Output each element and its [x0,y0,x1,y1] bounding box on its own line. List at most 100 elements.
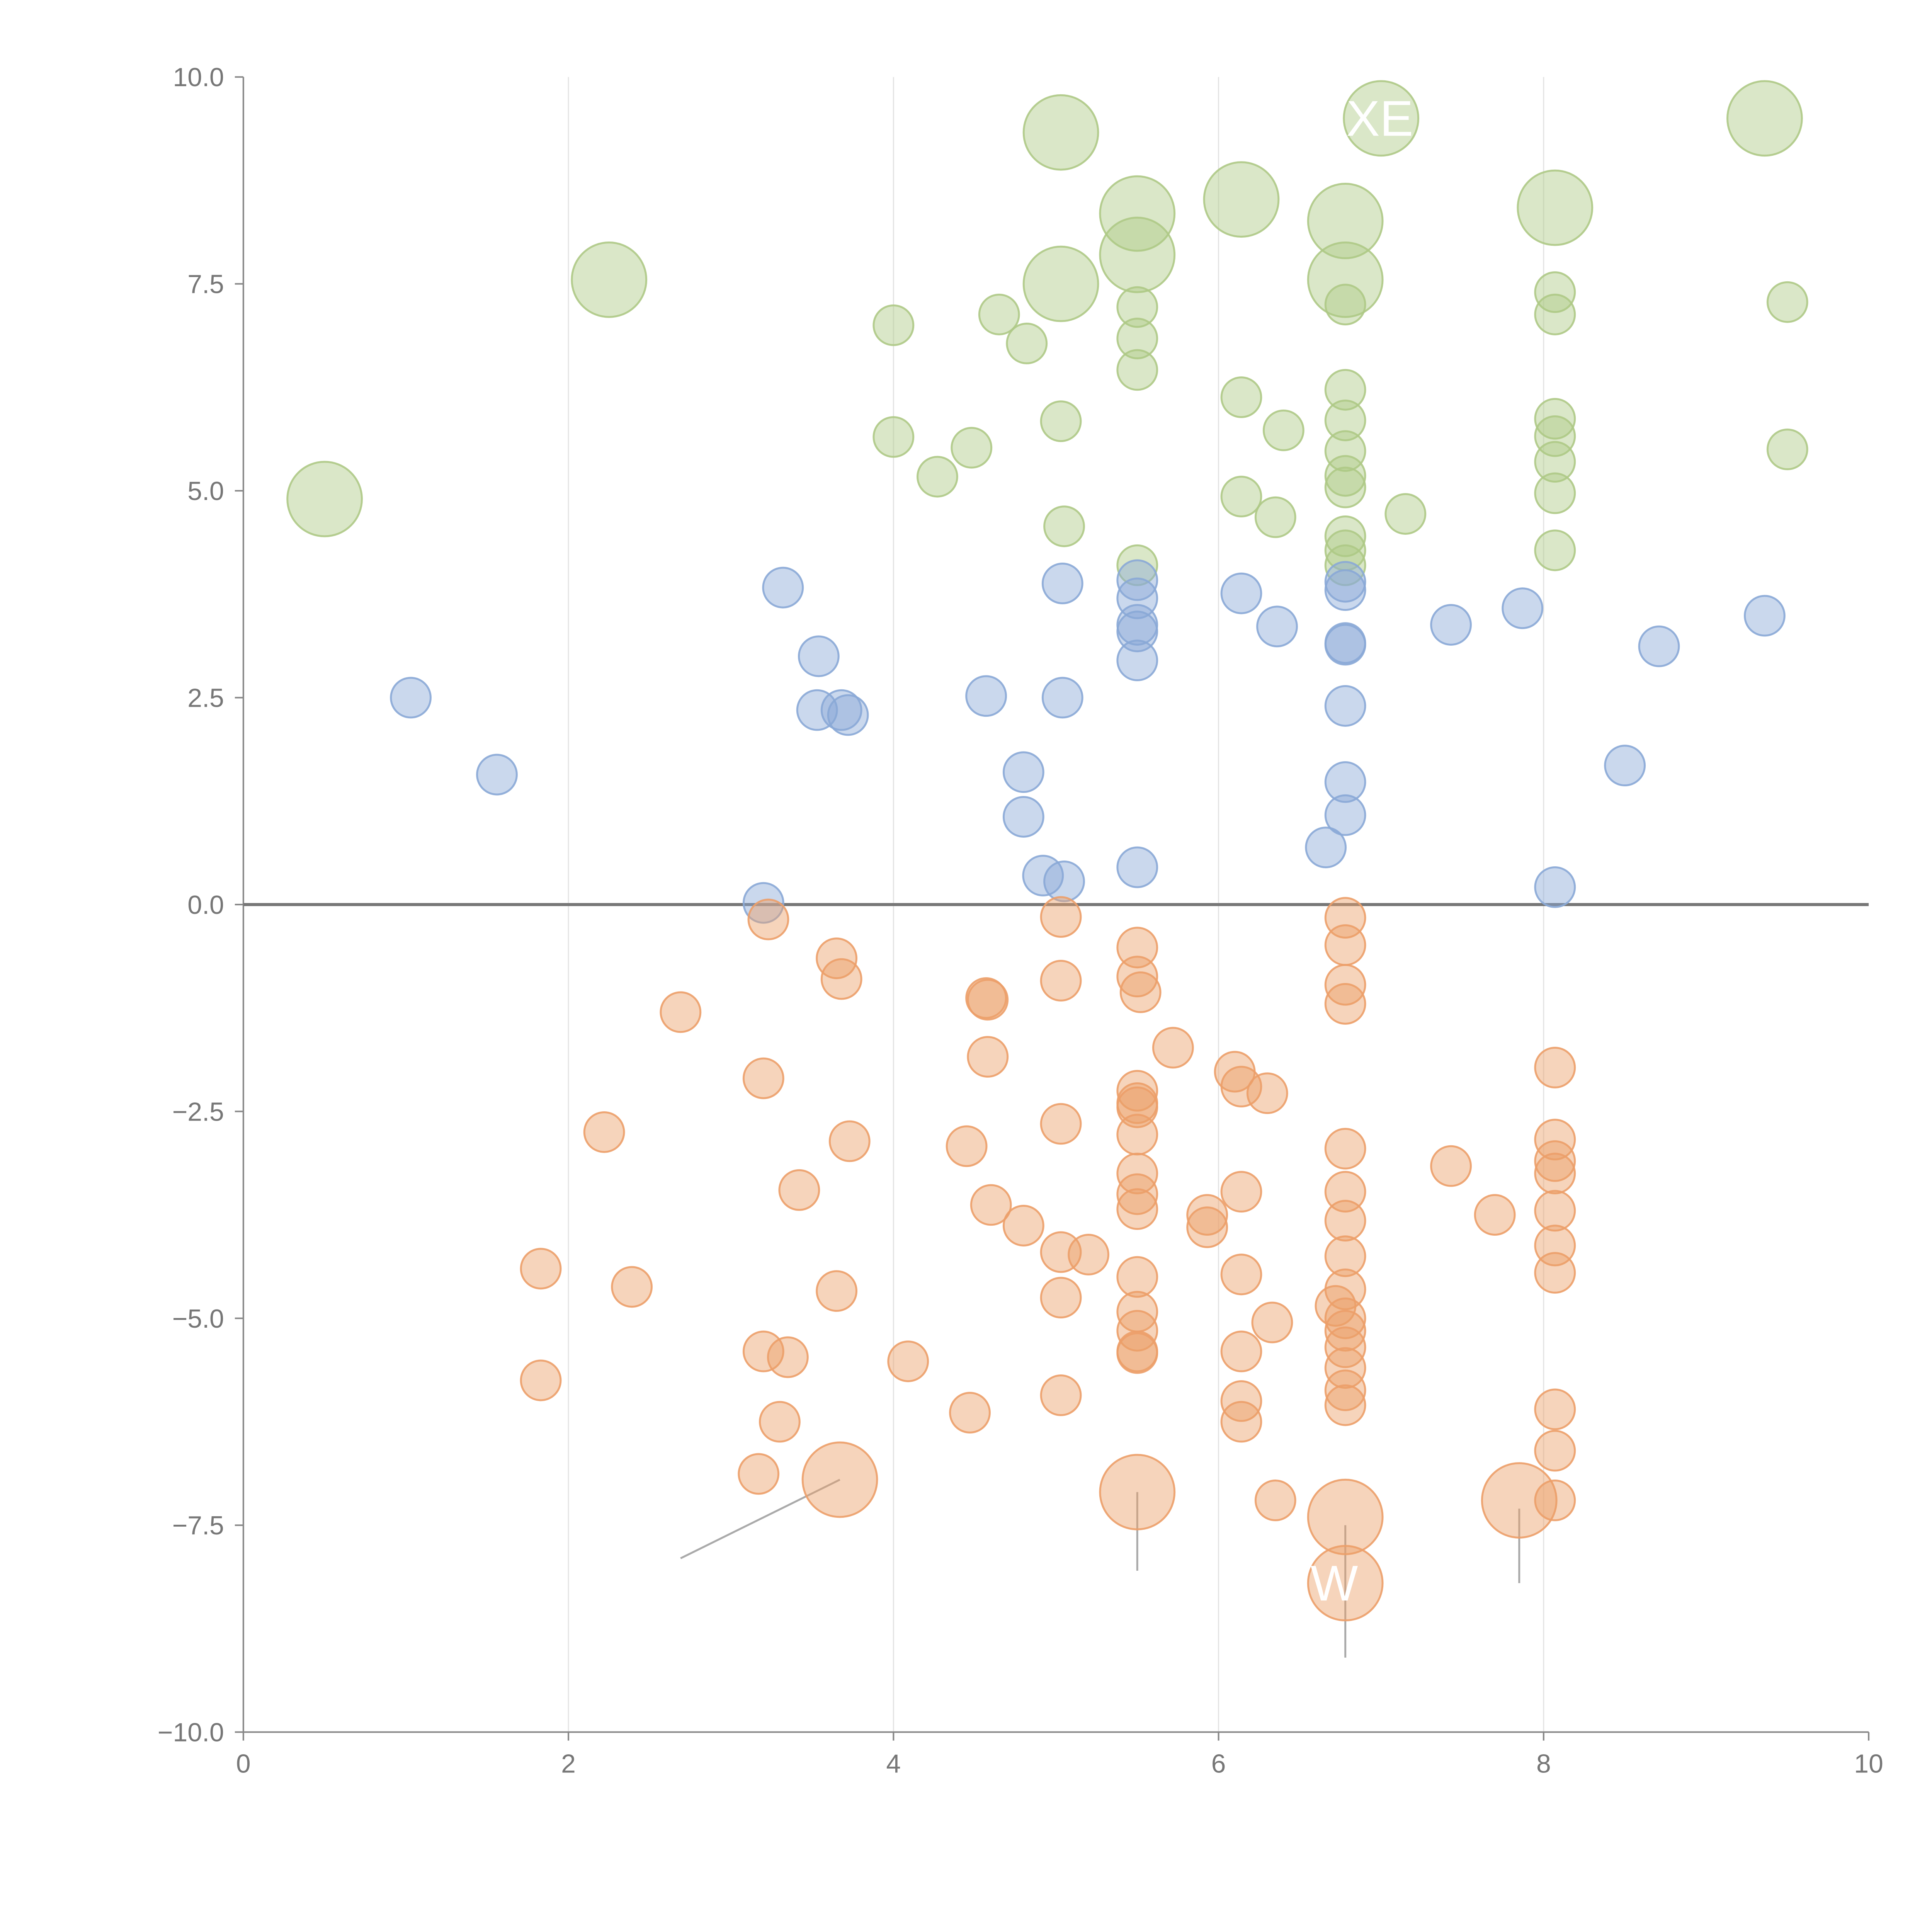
data-point [1220,1171,1262,1213]
data-point [390,677,432,719]
x-tick-label: 6 [1211,1749,1226,1779]
data-point [1040,1277,1082,1319]
data-point [820,689,862,731]
data-point [778,1169,820,1211]
data-point [1430,604,1472,646]
data-point [872,304,915,346]
data-point [1305,827,1347,869]
data-point [1116,639,1158,682]
data-point [1534,1430,1576,1472]
data-point [1324,1310,1366,1352]
data-point [1119,971,1162,1013]
data-point [1262,409,1304,451]
data-point-large [1022,94,1099,171]
data-point [520,1359,562,1401]
data-point [1324,1171,1366,1213]
data-point-large [571,242,648,318]
data-point [1534,1046,1576,1088]
data-point [767,1336,809,1378]
data-point [1324,1235,1366,1277]
data-point [742,1057,784,1099]
data-point [1744,595,1786,637]
data-point [1116,1173,1158,1215]
data-point [946,1125,988,1167]
data-point [798,635,840,677]
data-point [1251,1301,1293,1344]
data-point [1246,1072,1288,1114]
data-point [1116,349,1158,391]
data-point [1534,441,1576,483]
data-point [1324,624,1366,666]
data-point [816,937,858,980]
data-point-large [801,1441,878,1518]
label-connector-line [1241,199,1260,214]
data-point [1324,685,1366,727]
data-point [1006,322,1048,364]
data-point [1384,493,1427,535]
data-point [820,958,862,1000]
data-point-large [1343,80,1420,157]
data-point [916,456,958,498]
data-point [1324,1384,1366,1426]
data-point [1116,927,1158,969]
data-point [1534,472,1576,514]
data-point [1324,455,1366,497]
data-point [1534,271,1576,313]
data-point [1324,569,1366,611]
data-point [816,1270,858,1312]
data-point [1041,563,1083,604]
y-tick-label: −5.0 [172,1304,224,1333]
data-point [1324,544,1366,586]
data-point [1220,1066,1262,1108]
data-point [1534,415,1576,457]
data-point [1534,1153,1576,1194]
data-point [970,1184,1012,1226]
data-point [1002,796,1044,838]
data-point [1534,1140,1576,1182]
data-point [1041,677,1083,719]
data-point [583,1111,625,1153]
label-connector-line [1031,131,1061,136]
data-point [1534,1388,1576,1430]
data-point-large [1517,169,1594,246]
label-connector-line [1308,220,1345,225]
data-point-large [1022,245,1099,322]
label-connector-line [1015,283,1061,297]
data-point [1040,896,1082,938]
data-point [1324,1200,1366,1242]
data-point-large [1099,175,1176,252]
data-point [1220,476,1262,517]
data-point-large [1307,182,1384,259]
data-point [1324,515,1366,557]
data-point [742,1330,784,1372]
data-point [978,293,1020,335]
data-point [1324,284,1366,326]
data-point [1116,1070,1158,1112]
data-point [1043,861,1085,902]
data-point-large [1307,1545,1384,1622]
data-point-large [1307,1478,1384,1555]
label-connector-line [1764,118,1772,148]
data-point [1116,611,1158,653]
data-point [1430,1145,1472,1187]
data-point [476,753,518,796]
x-tick-label: 4 [886,1749,901,1779]
data-point [1220,1253,1262,1296]
y-tick-label: 7.5 [187,270,224,299]
y-tick-label: −7.5 [172,1511,224,1540]
data-point [1116,559,1158,601]
data-point [1324,1297,1366,1339]
axes [235,76,1870,1741]
y-tick-label: 10.0 [173,63,224,92]
data-point [1116,286,1158,328]
y-tick-label: −2.5 [172,1097,224,1126]
data-point [1766,429,1808,470]
data-point [1324,1268,1366,1310]
data-point [520,1248,562,1290]
point-annotations: XE W [1311,90,1413,1611]
data-point [1068,1233,1110,1276]
data-point-large [1099,216,1176,293]
data-point [1116,956,1158,998]
data-point [1040,1103,1082,1145]
data-point [1324,430,1366,472]
